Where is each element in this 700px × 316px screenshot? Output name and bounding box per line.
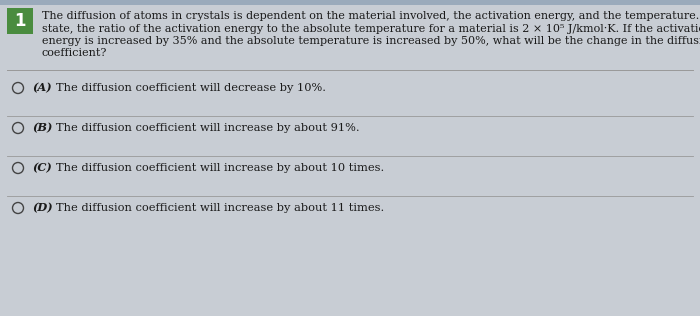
Text: The diffusion coefficient will increase by about 11 times.: The diffusion coefficient will increase …: [56, 203, 384, 213]
Text: The diffusion of atoms in crystals is dependent on the material involved, the ac: The diffusion of atoms in crystals is de…: [42, 11, 700, 21]
Text: (A): (A): [32, 82, 52, 94]
Bar: [7, 8, 33, 34]
Text: 1: 1: [14, 12, 26, 30]
Text: (C): (C): [32, 162, 52, 173]
Text: (D): (D): [32, 203, 52, 214]
Text: The diffusion coefficient will increase by about 10 times.: The diffusion coefficient will increase …: [56, 163, 384, 173]
Text: energy is increased by 35% and the absolute temperature is increased by 50%, wha: energy is increased by 35% and the absol…: [42, 36, 700, 46]
Text: The diffusion coefficient will increase by about 91%.: The diffusion coefficient will increase …: [56, 123, 360, 133]
Text: (B): (B): [32, 123, 52, 133]
Bar: [0, 0, 700, 5]
Text: state, the ratio of the activation energy to the absolute temperature for a mate: state, the ratio of the activation energ…: [42, 23, 700, 33]
Text: coefficient?: coefficient?: [42, 48, 107, 58]
Text: The diffusion coefficient will decrease by 10%.: The diffusion coefficient will decrease …: [56, 83, 326, 93]
